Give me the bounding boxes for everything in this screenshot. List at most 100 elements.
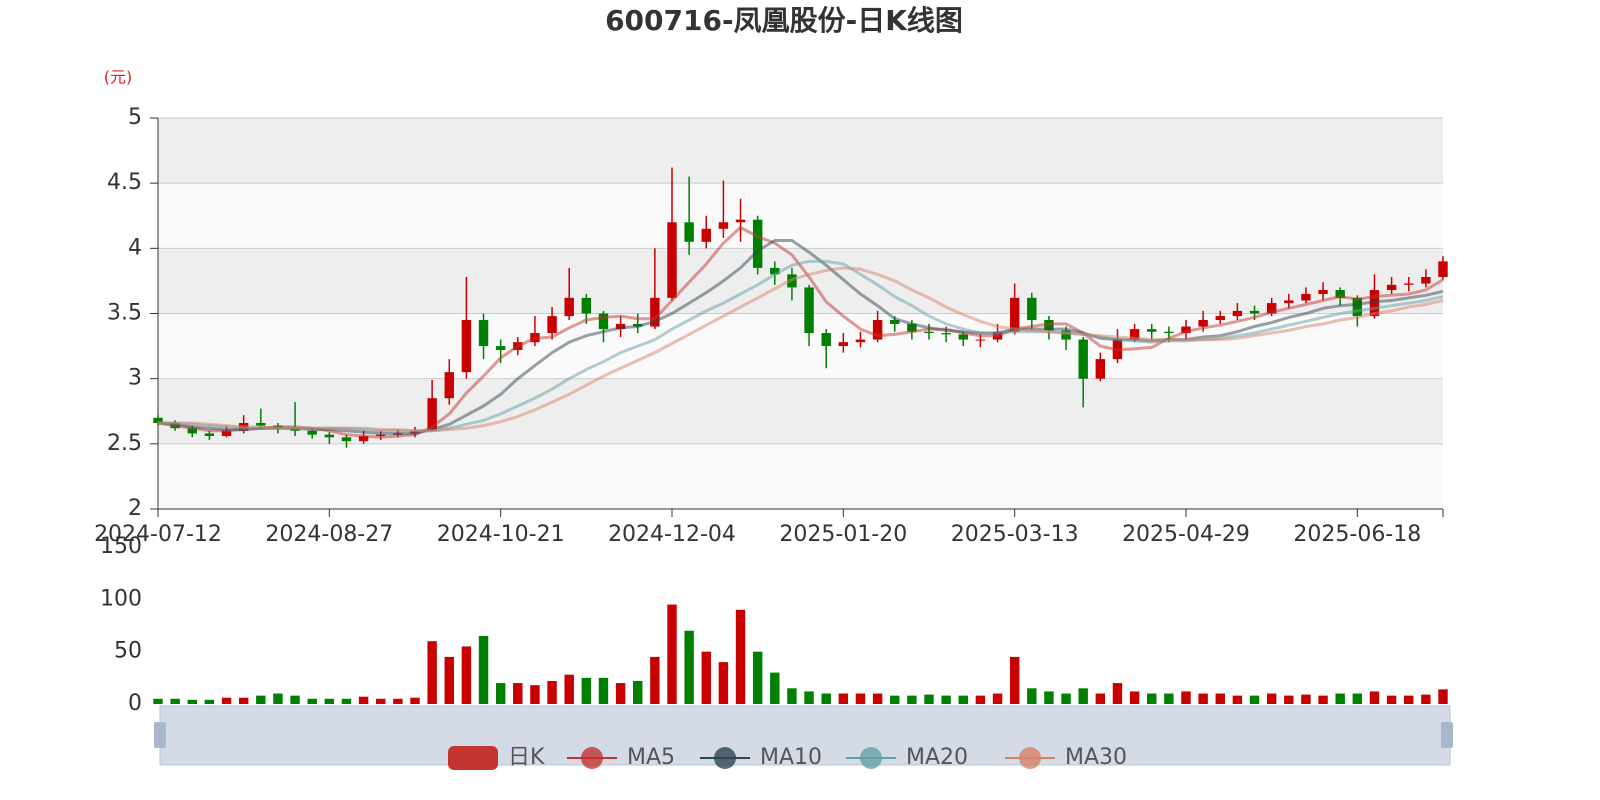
candle-body xyxy=(1421,277,1431,284)
volume-bar xyxy=(890,695,900,704)
volume-bar xyxy=(1044,691,1054,704)
volume-bar xyxy=(735,609,746,704)
candle-body xyxy=(1404,283,1414,285)
volume-bar xyxy=(1438,689,1448,704)
zoom-handle xyxy=(1441,722,1453,748)
volume-bar xyxy=(684,630,694,704)
legend-label: MA5 xyxy=(627,745,675,770)
chart-title: 600716-凤凰股份-日K线图 xyxy=(605,4,963,37)
volume-bar xyxy=(1215,693,1225,704)
legend-label: MA20 xyxy=(906,745,968,770)
zoom-handle xyxy=(154,722,166,748)
candle-body xyxy=(478,320,489,347)
y-tick-label: 4 xyxy=(128,235,142,260)
volume-tick-label: 50 xyxy=(114,639,142,664)
candle-body xyxy=(770,267,780,275)
candle-body xyxy=(1335,290,1345,298)
volume-bar xyxy=(1404,695,1414,704)
candle-body xyxy=(1027,297,1037,321)
volume-bar xyxy=(924,694,934,704)
candle-body xyxy=(941,333,951,335)
candle-body xyxy=(221,430,232,437)
candle-body xyxy=(1129,329,1140,340)
volume-tick-label: 150 xyxy=(100,534,142,559)
volume-bar xyxy=(1369,691,1380,704)
volume-bar xyxy=(1335,693,1345,704)
candle-body xyxy=(204,433,215,437)
volume-bar xyxy=(376,698,386,704)
candle-body xyxy=(1232,310,1243,317)
x-tick-label: 2024-10-21 xyxy=(437,522,565,547)
volume-bar xyxy=(598,677,609,704)
candle-body xyxy=(1198,320,1208,327)
volume-bar xyxy=(1284,695,1294,704)
candle-body xyxy=(701,228,711,242)
candle-body xyxy=(975,339,986,341)
x-tick-label: 2025-06-18 xyxy=(1293,522,1421,547)
volume-bar xyxy=(907,695,917,704)
candle-body xyxy=(444,372,454,399)
x-tick-label: 2024-07-12 xyxy=(94,522,222,547)
volume-bar xyxy=(770,672,780,704)
candle-body xyxy=(1318,290,1328,294)
candle-body xyxy=(684,222,694,242)
volume-bar xyxy=(992,693,1003,704)
volume-bar xyxy=(324,698,335,704)
volume-bar xyxy=(752,651,763,704)
candle-body xyxy=(872,320,883,340)
candle-body xyxy=(256,422,266,426)
grid-band xyxy=(158,443,1443,509)
candle-body xyxy=(924,331,934,334)
candle-body xyxy=(667,222,677,298)
candle-body xyxy=(307,430,317,435)
volume-bar xyxy=(581,677,592,704)
volume-bar xyxy=(718,662,729,704)
legend-icon xyxy=(714,747,736,769)
x-tick-label: 2024-12-04 xyxy=(608,522,736,547)
volume-bar xyxy=(307,698,317,704)
candle-body xyxy=(650,297,660,327)
candle-body xyxy=(187,428,197,434)
volume-bar xyxy=(1181,691,1191,704)
grid-band xyxy=(158,183,1443,249)
volume-bar xyxy=(204,699,215,704)
legend-icon xyxy=(448,746,498,770)
volume-bar xyxy=(393,698,403,704)
candle-body xyxy=(838,342,849,347)
volume-bar xyxy=(1318,695,1328,704)
candle-body xyxy=(324,434,335,438)
volume-bar xyxy=(427,641,437,704)
grid-band xyxy=(158,248,1443,314)
volume-bar xyxy=(187,699,197,704)
volume-bar xyxy=(804,691,814,704)
volume-bar xyxy=(701,651,711,704)
candle-body xyxy=(598,313,609,330)
ma-line xyxy=(157,225,1444,439)
volume-bar xyxy=(855,693,866,704)
candle-body xyxy=(855,339,866,343)
candle-body xyxy=(376,434,386,437)
candle-body xyxy=(153,417,163,423)
y-tick-label: 4.5 xyxy=(107,170,142,195)
legend-label: 日K xyxy=(508,745,545,770)
volume-bar xyxy=(667,604,677,704)
volume-bar xyxy=(290,695,300,704)
volume-bar xyxy=(1112,683,1123,704)
volume-bar xyxy=(410,697,420,704)
legend-icon xyxy=(581,747,603,769)
y-tick-label: 2 xyxy=(128,496,142,521)
candle-body xyxy=(547,316,557,334)
y-tick-label: 5 xyxy=(128,105,142,130)
candle-body xyxy=(1386,284,1397,291)
candle-body xyxy=(752,219,763,268)
candle-body xyxy=(1266,303,1277,314)
candle-body xyxy=(461,320,472,373)
candle-body xyxy=(1095,359,1106,379)
candle-body xyxy=(958,334,968,340)
volume-bar xyxy=(461,646,472,704)
volume-bar xyxy=(1078,688,1088,704)
candle-body xyxy=(1078,339,1088,379)
y-tick-label: 3.5 xyxy=(107,301,142,326)
volume-bar xyxy=(1232,695,1243,704)
